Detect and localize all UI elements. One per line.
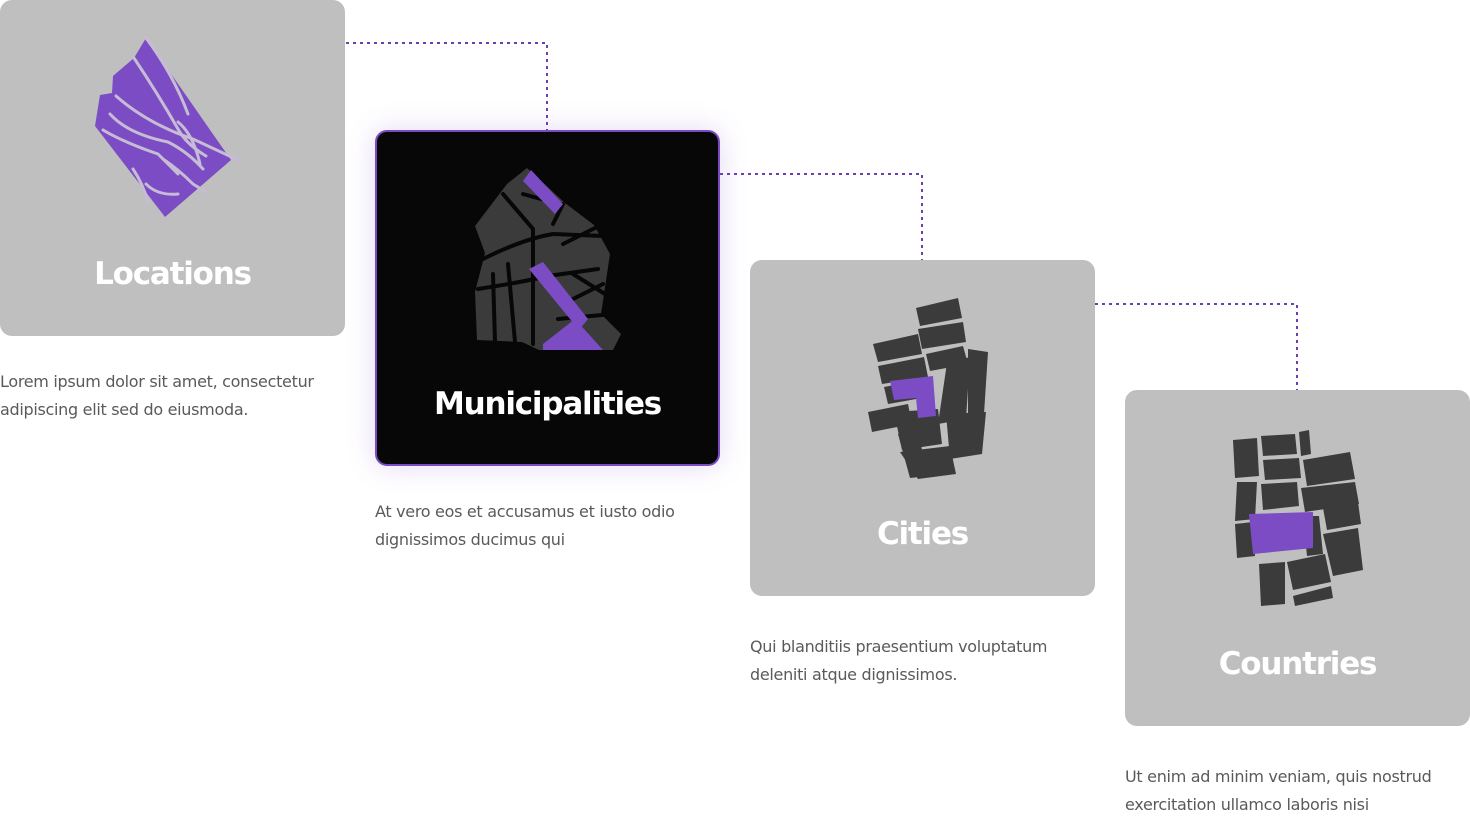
connector-cities-countries [1095, 303, 1298, 390]
step-title: Countries [1218, 646, 1378, 682]
step-description: Ut enim ad minim veniam, quis nostrud ex… [1125, 767, 1432, 814]
step-card-countries[interactable]: Countries [1125, 390, 1470, 726]
step-card-municipalities[interactable]: Municipalities [375, 130, 720, 466]
step-title: Locations [94, 256, 252, 292]
connector-locations-municipalities [346, 42, 548, 130]
step-title: Cities [876, 516, 969, 552]
countries-map-icon [1213, 424, 1383, 614]
step-description: At vero eos et accusamus et iusto odio d… [375, 502, 675, 549]
step-description: Qui blanditiis praesentium voluptatum de… [750, 637, 1048, 684]
connector-municipalities-cities [720, 173, 923, 260]
step-title: Municipalities [433, 386, 662, 422]
step-card-cities[interactable]: Cities [750, 260, 1095, 596]
locations-map-icon [88, 34, 258, 224]
cities-map-icon [838, 294, 1008, 484]
step-description: Lorem ipsum dolor sit amet, consectetur … [0, 372, 314, 419]
step-card-locations[interactable]: Locations [0, 0, 345, 336]
municipalities-map-icon [463, 164, 633, 354]
